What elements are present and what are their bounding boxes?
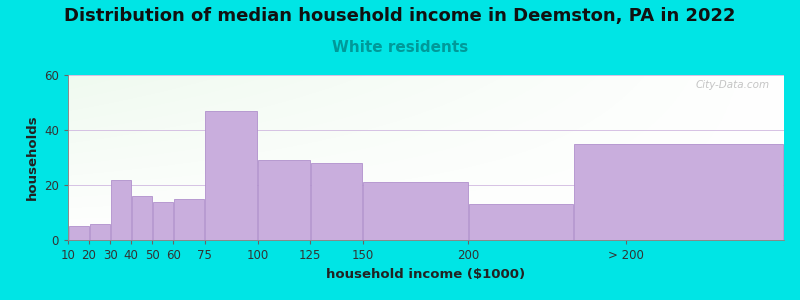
Bar [206, 111, 257, 240]
Text: White residents: White residents [332, 40, 468, 56]
Bar [310, 163, 362, 240]
Y-axis label: households: households [26, 115, 38, 200]
Bar [174, 199, 204, 240]
Bar [363, 182, 467, 240]
Text: City-Data.com: City-Data.com [695, 80, 770, 90]
Bar [132, 196, 152, 240]
Bar [469, 204, 573, 240]
Bar [574, 144, 783, 240]
X-axis label: household income ($1000): household income ($1000) [326, 268, 526, 281]
Bar [90, 224, 110, 240]
Text: Distribution of median household income in Deemston, PA in 2022: Distribution of median household income … [64, 8, 736, 26]
Bar [258, 160, 310, 240]
Bar [153, 202, 173, 240]
Bar [110, 179, 130, 240]
Bar [69, 226, 89, 240]
